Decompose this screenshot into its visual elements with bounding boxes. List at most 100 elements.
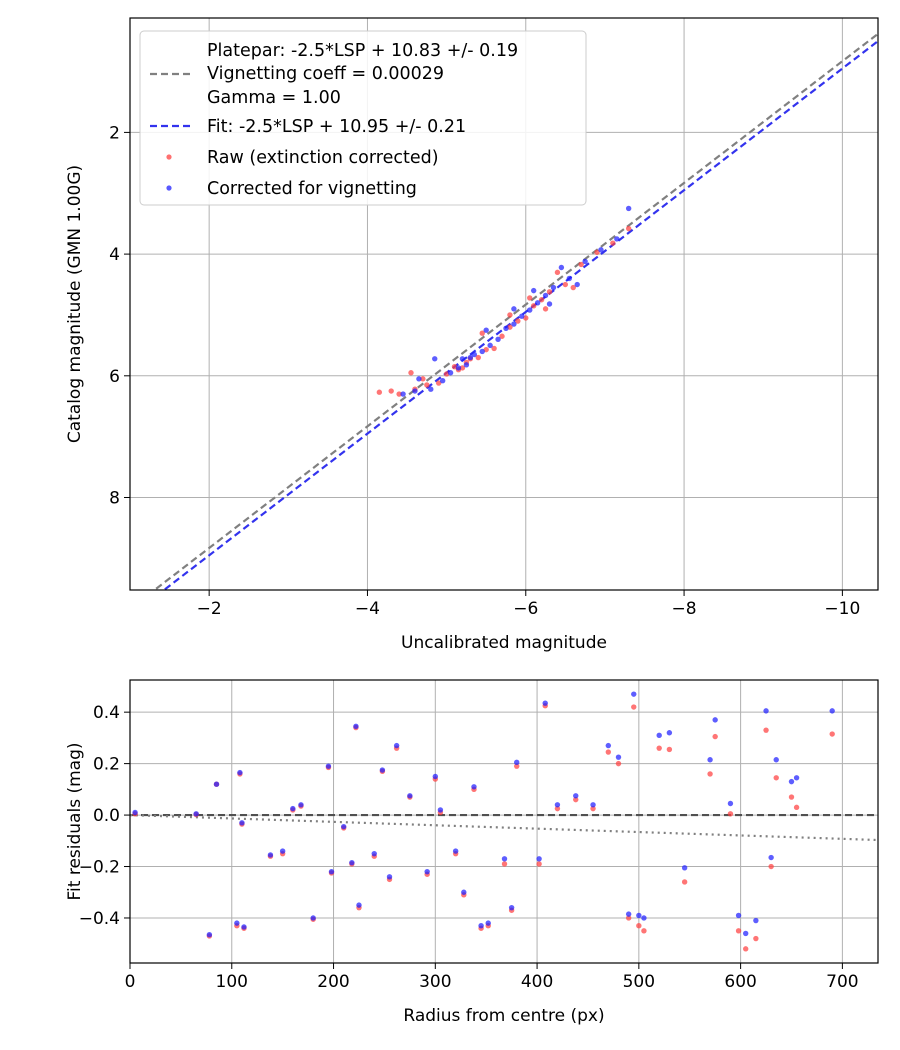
corrected-point (483, 327, 489, 333)
corrected-point (459, 356, 466, 362)
raw-point (743, 946, 749, 952)
bottom-ticks: 0 100 200 300 400 500 600 700 0.4 0.2 0.0 −0.2 −0.4 (79, 703, 859, 992)
legend-corrected-marker (166, 185, 172, 191)
raw-point (594, 249, 600, 255)
raw-point (631, 704, 637, 710)
corrected-point (279, 848, 286, 854)
y-tick-label: 2 (109, 123, 120, 143)
raw-point (641, 928, 647, 934)
corrected-point (353, 723, 359, 730)
series-line-vignetting-trend (130, 813, 878, 842)
legend: Platepar: -2.5*LSP + 10.83 +/- 0.19 Vign… (139, 30, 587, 206)
raw-point (578, 261, 584, 268)
bottom-axes-frame (129, 679, 879, 964)
raw-point (479, 330, 485, 336)
x-tick-label: 700 (826, 972, 858, 992)
corrected-point (527, 307, 533, 313)
corrected-point (788, 778, 795, 785)
corrected-point (325, 763, 332, 769)
corrected-point (605, 742, 612, 749)
corrected-point (530, 287, 537, 294)
corrected-point (768, 854, 774, 861)
corrected-point (478, 922, 484, 929)
raw-point (768, 863, 774, 870)
corrected-point (461, 889, 467, 895)
corrected-point (631, 691, 637, 697)
corrected-point (727, 800, 734, 807)
corrected-point (508, 904, 515, 911)
series-line-fit (162, 40, 878, 590)
raw-point (542, 306, 549, 312)
corrected-point (514, 759, 520, 766)
x-tick-label: 300 (419, 972, 451, 992)
corrected-point (615, 754, 622, 760)
raw-point (681, 879, 688, 885)
raw-point (610, 240, 616, 246)
corrected-point (641, 915, 647, 921)
x-tick-label: 0 (125, 972, 136, 992)
corrected-point (400, 391, 406, 397)
y-tick-label: 8 (109, 489, 120, 509)
raw-point (727, 811, 734, 817)
corrected-point (487, 342, 493, 349)
corrected-point (503, 325, 509, 332)
raw-point (536, 861, 542, 867)
raw-point (396, 391, 402, 397)
corrected-point (590, 802, 596, 808)
corrected-point (463, 362, 470, 368)
corrected-point (452, 848, 459, 854)
bottom-x-axis-label: Radius from centre (px) (403, 1006, 604, 1026)
corrected-point (558, 264, 565, 271)
raw-point (573, 796, 579, 803)
raw-point (420, 376, 426, 382)
raw-point (527, 295, 533, 301)
corrected-point (681, 865, 688, 871)
corrected-point (424, 868, 430, 875)
corrected-point (519, 313, 525, 319)
legend-gamma-text: Gamma = 1.00 (207, 88, 341, 108)
raw-point (712, 733, 718, 740)
raw-point (753, 935, 759, 942)
raw-point (735, 928, 742, 934)
raw-point (615, 760, 622, 767)
magnitude-panel: −2 −4 −6 −8 −10 2 4 6 8 Uncalibrated magnitude C… (65, 17, 879, 653)
y-tick-label: 0.2 (93, 755, 120, 775)
corrected-point (447, 370, 454, 376)
corrected-point (439, 377, 446, 384)
legend-fit-text: Fit: -2.5*LSP + 10.95 +/- 0.21 (207, 117, 466, 137)
legend-box (139, 30, 587, 206)
corrected-point (213, 781, 220, 787)
x-tick-label: 500 (623, 972, 655, 992)
corrected-point (566, 275, 573, 282)
raw-point (530, 303, 537, 309)
legend-platepar-text: Platepar: -2.5*LSP + 10.83 +/- 0.19 (207, 41, 518, 61)
corrected-point (495, 336, 501, 342)
raw-point (424, 382, 430, 388)
y-tick-label: 0.0 (93, 806, 120, 826)
legend-raw-text: Raw (extinction corrected) (207, 148, 439, 168)
corrected-point (237, 769, 243, 776)
y-tick-label: 6 (109, 367, 120, 387)
raw-point (388, 388, 394, 394)
corrected-point (511, 321, 517, 327)
corrected-point (829, 708, 835, 714)
corrected-point (542, 700, 548, 706)
raw-point (435, 380, 442, 386)
corrected-point (707, 757, 713, 763)
corrected-point (467, 354, 474, 361)
corrected-point (393, 742, 400, 749)
legend-corrected-text: Corrected for vignetting (207, 179, 417, 199)
corrected-point (349, 859, 355, 866)
x-tick-label: 600 (724, 972, 756, 992)
top-axes-frame (129, 17, 879, 591)
corrected-point (485, 920, 491, 926)
raw-point (636, 922, 642, 929)
corrected-point (407, 793, 413, 799)
corrected-point (753, 917, 759, 924)
raw-point (707, 771, 713, 777)
corrected-point (437, 807, 444, 813)
corrected-point (298, 802, 304, 808)
y-tick-label: 0.4 (93, 703, 120, 723)
corrected-point (428, 386, 434, 392)
raw-point (507, 312, 513, 318)
